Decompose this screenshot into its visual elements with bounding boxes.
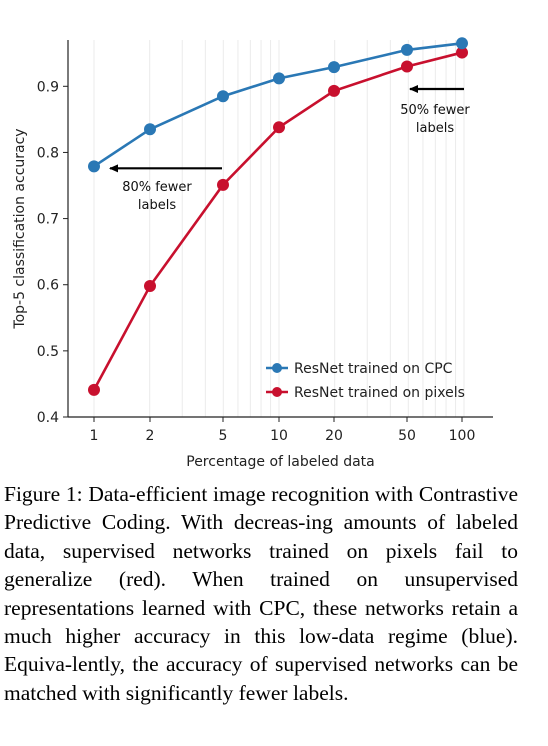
legend-marker xyxy=(272,387,282,397)
resnet-trained-on-pixels-point xyxy=(328,84,340,97)
y-tick-label: 0.8 xyxy=(37,145,59,161)
legend-label: ResNet trained on CPC xyxy=(294,361,453,377)
resnet-trained-on-cpc-point xyxy=(273,72,285,85)
annotation-text: 80% fewer xyxy=(122,180,192,195)
annotation-text: labels xyxy=(138,198,176,213)
x-tick-label: 1 xyxy=(90,428,99,444)
resnet-trained-on-pixels-point xyxy=(144,280,156,293)
accuracy-chart: 1 2 5 10 20 50 100 0.4 0.5 0.6 0.7 0.8 0.9 Percentag… xyxy=(12,37,493,470)
axes xyxy=(63,40,493,422)
y-tick-label: 0.7 xyxy=(37,212,59,228)
legend-label: ResNet trained on pixels xyxy=(294,385,465,401)
y-axis-label: Top-5 classification accuracy xyxy=(12,128,28,329)
tick-labels: 1 2 5 10 20 50 100 0.4 0.5 0.6 0.7 0.8 0.9 xyxy=(37,79,476,444)
y-tick-label: 0.9 xyxy=(37,79,59,95)
resnet-trained-on-cpc-point xyxy=(328,61,340,74)
x-axis-label: Percentage of labeled data xyxy=(186,454,375,470)
resnet-trained-on-cpc-point xyxy=(144,123,156,136)
resnet-trained-on-pixels-point xyxy=(88,383,100,396)
resnet-trained-on-pixels-point xyxy=(273,121,285,134)
legend-marker xyxy=(272,363,282,373)
legend: ResNet trained on CPC ResNet trained on p… xyxy=(266,361,465,401)
resnet-trained-on-pixels-point xyxy=(217,178,229,191)
y-tick-label: 0.5 xyxy=(37,344,59,360)
x-tick-label: 50 xyxy=(398,428,416,444)
resnet-trained-on-cpc-point xyxy=(88,160,100,173)
resnet-trained-on-cpc-point xyxy=(217,90,229,103)
x-tick-label: 5 xyxy=(219,428,228,444)
figure-caption: Figure 1: Data-efficient image recogniti… xyxy=(4,482,518,705)
x-tick-label: 100 xyxy=(449,428,476,444)
y-tick-label: 0.4 xyxy=(37,410,59,426)
annotation-text: 50% fewer xyxy=(400,103,470,118)
resnet-trained-on-cpc-point xyxy=(401,43,413,56)
x-tick-label: 2 xyxy=(146,428,155,444)
plot-background xyxy=(68,40,493,417)
annotations: 80% fewer labels 50% fewer labels xyxy=(109,85,470,213)
resnet-trained-on-cpc-point xyxy=(456,37,468,50)
resnet-trained-on-pixels-point xyxy=(401,60,413,73)
x-tick-label: 20 xyxy=(325,428,343,444)
series-group xyxy=(88,37,468,396)
grid-lines xyxy=(93,40,465,417)
x-tick-label: 10 xyxy=(270,428,288,444)
annotation-text: labels xyxy=(416,121,454,136)
y-tick-label: 0.6 xyxy=(37,278,59,294)
resnet-trained-on-pixels-point xyxy=(456,46,468,59)
